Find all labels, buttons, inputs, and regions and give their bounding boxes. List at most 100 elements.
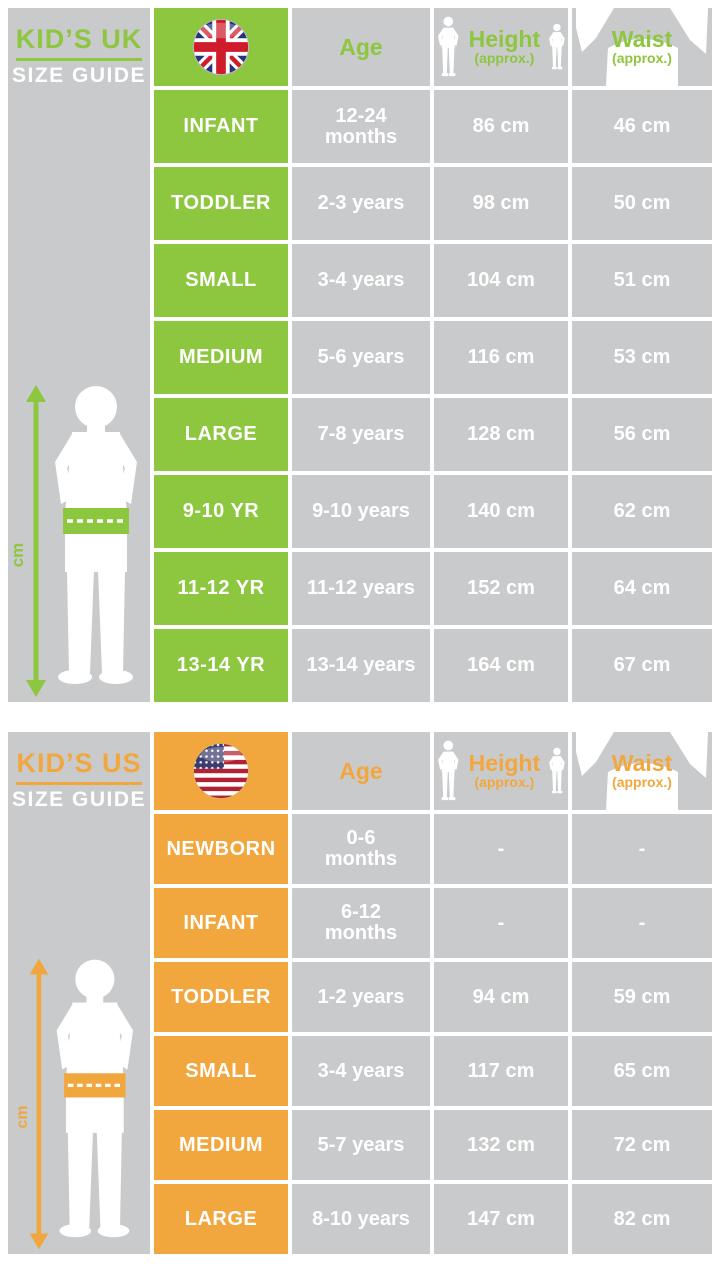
uk-title: KID’S UK xyxy=(15,24,143,61)
size-cell: 11-12 YR xyxy=(154,552,288,625)
waist-cell: 64 cm xyxy=(572,552,712,625)
waist-cell: 53 cm xyxy=(572,321,712,394)
size-label: SMALL xyxy=(185,269,257,291)
height-header-label: Height xyxy=(468,750,541,777)
size-label: TODDLER xyxy=(171,192,271,214)
age-cell: 12-24 months xyxy=(292,90,430,163)
size-label: LARGE xyxy=(184,423,258,445)
height-cell: 98 cm xyxy=(434,167,568,240)
age-value: 0-6 xyxy=(346,827,376,849)
waist-value: 82 cm xyxy=(613,1207,671,1230)
size-label: 9-10 YR xyxy=(182,500,260,522)
height-value: 140 cm xyxy=(467,500,535,522)
age-cell: 5-6 years xyxy=(292,321,430,394)
waist-cell: 65 cm xyxy=(572,1036,712,1106)
us-measure-figure: cm xyxy=(12,954,146,1254)
height-cell: 116 cm xyxy=(434,321,568,394)
us-height-header-cell: Height (approx.) xyxy=(434,732,568,810)
waist-value: 62 cm xyxy=(613,500,671,522)
cm-unit-label: cm xyxy=(12,543,27,568)
age-value: 13-14 years xyxy=(306,654,416,676)
age-cell: 9-10 years xyxy=(292,475,430,548)
uk-size-guide-table: KID’S UK SIZE GUIDE cm Age Height (appro… xyxy=(8,8,712,702)
size-cell: INFANT xyxy=(154,888,288,958)
waist-value: 67 cm xyxy=(613,654,671,676)
height-cell: 128 cm xyxy=(434,398,568,471)
size-cell: INFANT xyxy=(154,90,288,163)
size-cell: 13-14 YR xyxy=(154,629,288,702)
uk-flag-icon xyxy=(192,18,250,76)
age-cell: 2-3 years xyxy=(292,167,430,240)
age-value-line2: months xyxy=(324,922,398,944)
tall-kid-silhouette-icon xyxy=(434,740,463,802)
height-cell: 147 cm xyxy=(434,1184,568,1254)
height-value: 132 cm xyxy=(467,1133,535,1156)
height-cell: 86 cm xyxy=(434,90,568,163)
uk-title-block: KID’S UK SIZE GUIDE xyxy=(12,24,146,88)
height-value: - xyxy=(497,911,505,934)
size-label: SMALL xyxy=(185,1059,257,1082)
height-value: 164 cm xyxy=(467,654,535,676)
uk-flag-cell xyxy=(154,8,288,86)
waist-value: 50 cm xyxy=(613,192,671,214)
size-cell: MEDIUM xyxy=(154,1110,288,1180)
uk-age-header-cell: Age xyxy=(292,8,430,86)
boy-silhouette-icon: cm xyxy=(14,954,146,1254)
height-cell: 104 cm xyxy=(434,244,568,317)
waist-value: 64 cm xyxy=(613,577,671,599)
height-value: 117 cm xyxy=(467,1059,535,1082)
age-value: 6-12 xyxy=(340,901,382,923)
height-value: 128 cm xyxy=(467,423,535,445)
waist-cell: 56 cm xyxy=(572,398,712,471)
waist-value: 59 cm xyxy=(613,985,671,1008)
height-approx-label: (approx.) xyxy=(474,50,535,67)
age-value: 11-12 years xyxy=(307,577,415,599)
height-cell: - xyxy=(434,814,568,884)
waist-cell: 50 cm xyxy=(572,167,712,240)
waist-cell: 72 cm xyxy=(572,1110,712,1180)
waist-value: - xyxy=(638,837,646,860)
age-cell: 11-12 years xyxy=(292,552,430,625)
waist-cell: 62 cm xyxy=(572,475,712,548)
waist-value: 46 cm xyxy=(613,115,671,137)
waist-header-label: Waist xyxy=(611,26,673,53)
size-cell: 9-10 YR xyxy=(154,475,288,548)
size-cell: LARGE xyxy=(154,398,288,471)
uk-waist-header-cell: Waist (approx.) xyxy=(572,8,712,86)
cm-unit-label: cm xyxy=(14,1106,31,1129)
waist-value: - xyxy=(638,911,646,934)
size-label: INFANT xyxy=(183,115,259,137)
age-value: 3-4 years xyxy=(317,269,405,291)
waist-cell: 59 cm xyxy=(572,962,712,1032)
size-label: 13-14 YR xyxy=(176,654,266,676)
us-size-guide-table: KID’S US SIZE GUIDE cm Age Height (appro… xyxy=(8,732,712,1254)
waist-value: 51 cm xyxy=(613,269,671,291)
age-value: 7-8 years xyxy=(317,423,405,445)
size-cell: TODDLER xyxy=(154,167,288,240)
age-header-label: Age xyxy=(339,33,383,60)
age-cell: 6-12 months xyxy=(292,888,430,958)
waist-cell: - xyxy=(572,814,712,884)
age-cell: 0-6 months xyxy=(292,814,430,884)
waist-value: 72 cm xyxy=(613,1133,671,1156)
size-label: NEWBORN xyxy=(166,837,276,860)
age-cell: 3-4 years xyxy=(292,1036,430,1106)
age-value-line2: months xyxy=(324,125,398,148)
height-approx-label: (approx.) xyxy=(474,774,535,791)
height-value: - xyxy=(497,837,505,860)
us-subtitle: SIZE GUIDE xyxy=(11,788,147,811)
size-cell: NEWBORN xyxy=(154,814,288,884)
boy-silhouette-icon: cm xyxy=(8,380,146,702)
waist-cell: 67 cm xyxy=(572,629,712,702)
size-label: MEDIUM xyxy=(178,1133,264,1156)
size-label: TODDLER xyxy=(171,985,271,1008)
waist-header-label: Waist xyxy=(611,750,673,777)
waist-cell: 46 cm xyxy=(572,90,712,163)
waist-approx-label: (approx.) xyxy=(612,50,672,67)
age-value: 5-7 years xyxy=(317,1133,405,1156)
age-value: 12-24 xyxy=(335,104,387,127)
size-label: 11-12 YR xyxy=(177,577,265,599)
height-value: 104 cm xyxy=(467,269,535,291)
height-value: 116 cm xyxy=(467,346,535,368)
